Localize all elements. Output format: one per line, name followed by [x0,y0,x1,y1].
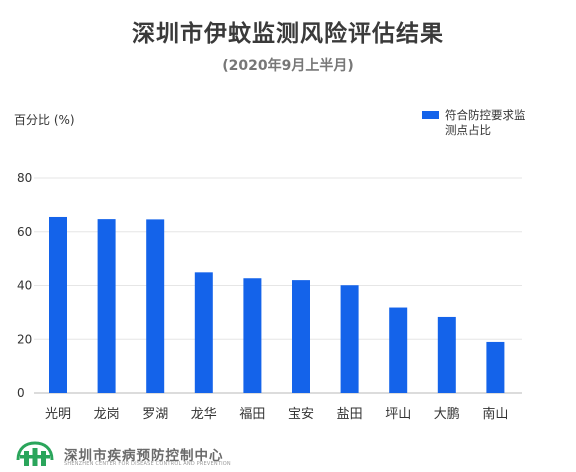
bar-大鹏 [437,316,456,393]
x-tick-label: 大鹏 [434,407,460,422]
legend-swatch [422,111,439,119]
x-tick-label: 光明 [45,407,71,422]
footer: 深圳市疾病预防控制中心 SHENZHEN CENTER FOR DISEASE … [14,440,314,468]
legend-label: 符合防控要求监测点占比 [445,108,526,137]
bar-福田 [243,278,262,393]
footer-org-name-en: SHENZHEN CENTER FOR DISEASE CONTROL AND … [64,461,231,467]
y-tick-label: 20 [17,332,32,346]
x-tick-label: 龙华 [191,407,217,422]
y-tick-label: 80 [17,171,32,185]
bar-龙岗 [97,219,116,393]
bar-盐田 [340,285,359,393]
cdc-logo-icon [16,441,54,466]
y-axis-label: 百分比 (%) [14,113,75,127]
y-tick-label: 60 [17,225,32,239]
bar-南山 [486,341,505,393]
y-tick-label: 40 [17,279,32,293]
x-tick-label: 宝安 [288,407,314,422]
x-tick-label: 龙岗 [94,407,120,422]
x-tick-label: 盐田 [337,407,363,422]
y-tick-label: 0 [17,386,25,400]
chart-subtitle: (2020年9月上半月) [222,58,354,74]
bar-罗湖 [146,219,165,393]
bar-宝安 [292,280,310,393]
legend: 符合防控要求监测点占比 [422,108,535,138]
bar-光明 [49,216,67,393]
x-tick-label: 南山 [482,406,508,422]
footer-org-name: 深圳市疾病预防控制中心 [64,448,224,464]
x-tick-label: 福田 [239,407,265,422]
bar-龙华 [194,272,213,393]
x-tick-label: 罗湖 [142,407,168,422]
x-tick-label: 坪山 [385,407,411,422]
bar-坪山 [389,307,408,393]
chart-title: 深圳市伊蚊监测风险评估结果 [132,21,444,47]
bar-chart: 0 20 40 60 80 光明 龙岗 罗湖 龙华 福田 宝安 盐田 坪山 大鹏 南山 [17,171,522,422]
